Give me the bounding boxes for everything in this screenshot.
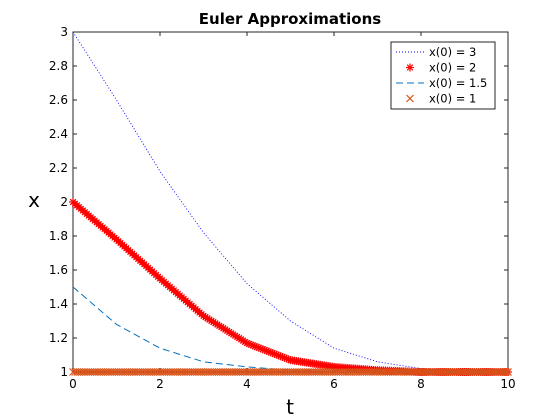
y-tick-label: 1 [60, 365, 68, 379]
legend-swatch [406, 94, 414, 103]
legend-item: x(0) = 1.5 [396, 76, 487, 90]
y-tick-label: 3 [60, 25, 68, 39]
y-tick-label: 2.4 [49, 127, 68, 141]
legend-label: x(0) = 1 [429, 92, 476, 106]
x-tick-label: 8 [417, 377, 425, 391]
y-tick-label: 2.6 [49, 93, 68, 107]
legend-item: x(0) = 2 [406, 61, 476, 75]
series-layer [69, 31, 512, 376]
y-tick-label: 2 [60, 195, 68, 209]
y-tick-label: 2.2 [49, 161, 68, 175]
series-2 [72, 286, 508, 373]
x-tick-label: 4 [243, 377, 251, 391]
legend-label: x(0) = 1.5 [429, 76, 487, 90]
chart-title: Euler Approximations [199, 10, 382, 28]
x-tick-label: 6 [330, 377, 338, 391]
x-axis-label: t [286, 395, 294, 419]
y-tick-label: 1.8 [49, 229, 68, 243]
legend-label: x(0) = 2 [429, 61, 476, 75]
y-tick-label: 1.6 [49, 263, 68, 277]
y-tick-label: 1.2 [49, 331, 68, 345]
legend: x(0) = 3 x(0) = 2x(0) = 1.5 x(0) = 1 [390, 41, 496, 110]
legend-label: x(0) = 3 [429, 45, 476, 59]
legend-swatch [406, 63, 414, 72]
series-3 [69, 368, 512, 376]
x-tick-label: 0 [69, 377, 77, 391]
legend-box [390, 41, 496, 110]
y-tick-label: 2.8 [49, 59, 68, 73]
y-axis-label: x [28, 188, 40, 212]
series-line [72, 286, 508, 373]
legend-item: x(0) = 1 [406, 92, 476, 106]
legend-item: x(0) = 3 [396, 45, 476, 59]
legend-items: x(0) = 3 x(0) = 2x(0) = 1.5 x(0) = 1 [396, 45, 487, 106]
data-point [504, 368, 512, 376]
x-tick-label: 2 [156, 377, 164, 391]
x-tick-label: 10 [500, 377, 515, 391]
y-tick-label: 1.4 [49, 297, 68, 311]
data-point [501, 368, 510, 376]
